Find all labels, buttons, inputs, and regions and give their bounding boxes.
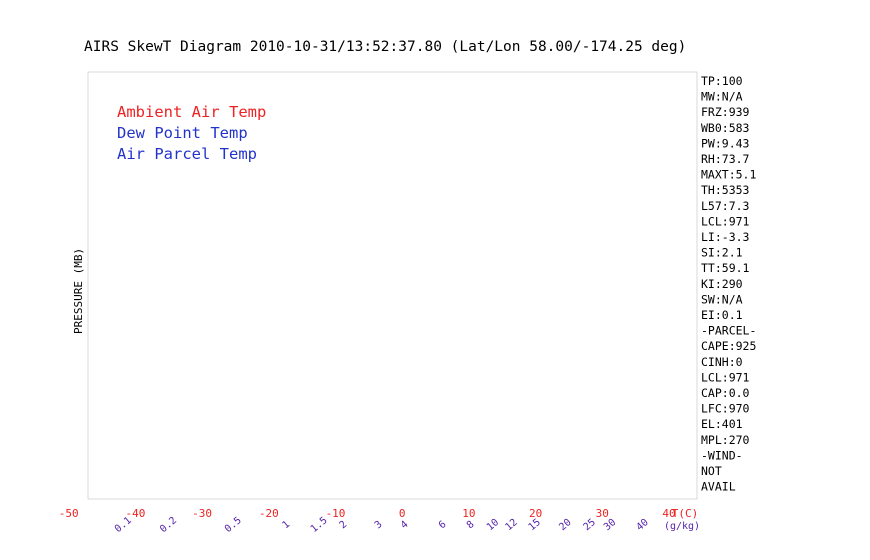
stat-item: EI:0.1	[701, 308, 743, 322]
mixing-ratio-tick-label: 4	[399, 519, 411, 531]
stat-item: MW:N/A	[701, 90, 743, 104]
mixing-ratio-tick-label: 6	[437, 519, 449, 531]
stat-item: MAXT:5.1	[701, 168, 756, 182]
bottom-temp-tick-label: 0	[399, 507, 406, 520]
bottom-temp-tick-label: -40	[125, 507, 145, 520]
mixing-ratio-tick-label: 10	[485, 517, 501, 533]
bottom-temp-tick-label: -30	[192, 507, 212, 520]
stat-item: WB0:583	[701, 121, 750, 135]
stat-item: TP:100	[701, 74, 743, 88]
mixing-ratio-tick-label: 2	[338, 519, 350, 531]
mixing-ratio-tick-label: 0.2	[158, 515, 179, 535]
legend: Ambient Air Temp Dew Point Temp Air Parc…	[117, 103, 266, 163]
legend-dew-point-temp: Dew Point Temp	[117, 124, 248, 142]
plot-frame	[87, 71, 698, 500]
bottom-temp-tick-label: 20	[529, 507, 542, 520]
mixing-ratio-tick-label: 0.5	[223, 515, 244, 535]
stat-item: TT:59.1	[701, 261, 750, 275]
stat-item: L57:7.3	[701, 199, 750, 213]
mixing-ratio-tick-label: 8	[465, 519, 477, 531]
stat-item: LI:-3.3	[701, 230, 750, 244]
stat-item: MPL:270	[701, 433, 750, 447]
mixing-ratio-tick-label: 12	[503, 517, 519, 533]
stat-item: -WIND-	[701, 448, 743, 462]
stat-item: CAPE:925	[701, 339, 756, 353]
bottom-temp-tick-label: -20	[259, 507, 279, 520]
legend-air-parcel-temp: Air Parcel Temp	[117, 145, 257, 163]
stat-item: PW:9.43	[701, 136, 750, 150]
mixing-ratio-tick-label: 40	[634, 517, 650, 533]
stat-item: CINH:0	[701, 355, 743, 369]
bottom-temp-tick-label: 30	[596, 507, 609, 520]
stat-item: SI:2.1	[701, 246, 743, 260]
stat-item: FRZ:939	[701, 105, 750, 119]
stat-item: LCL:971	[701, 214, 750, 228]
bottom-temp-tick-label: -50	[59, 507, 79, 520]
stat-item: RH:73.7	[701, 152, 750, 166]
stat-item: AVAIL	[701, 480, 736, 494]
bottom-temp-tick-label: 10	[462, 507, 475, 520]
stat-item: EL:401	[701, 417, 743, 431]
stat-item: TH:5353	[701, 183, 750, 197]
y-axis-label: PRESSURE (MB)	[72, 248, 85, 334]
mixing-ratio-tick-label: 3	[373, 519, 385, 531]
stat-item: LFC:970	[701, 402, 750, 416]
chart-title: AIRS SkewT Diagram 2010-10-31/13:52:37.8…	[84, 39, 686, 55]
mixing-ratio-unit-label: (g/kg)	[664, 521, 700, 532]
stat-item: -PARCEL-	[701, 324, 756, 338]
temp-unit-label: T(C)	[672, 507, 699, 520]
mixing-ratio-tick-label: 20	[557, 517, 573, 533]
stat-item: SW:N/A	[701, 292, 743, 306]
stat-item: LCL:971	[701, 370, 750, 384]
mixing-ratio-tick-label: 1	[280, 519, 292, 531]
stat-item: NOT	[701, 464, 722, 478]
bottom-temp-tick-label: 40	[662, 507, 675, 520]
stat-item: KI:290	[701, 277, 743, 291]
legend-ambient-air-temp: Ambient Air Temp	[117, 103, 266, 121]
stat-item: CAP:0.0	[701, 386, 750, 400]
bottom-temp-tick-label: -10	[326, 507, 346, 520]
